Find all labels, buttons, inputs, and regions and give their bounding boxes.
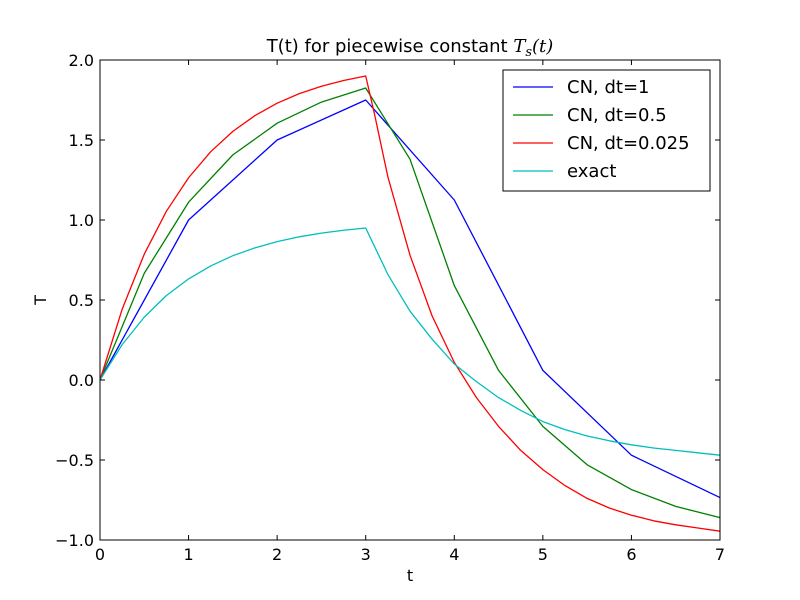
- y-tick-label: 1.5: [69, 131, 94, 150]
- y-tick-label: 2.0: [69, 51, 94, 70]
- y-tick-label: 0.5: [69, 291, 94, 310]
- title-math-base: T: [513, 36, 527, 57]
- legend-label-1: CN, dt=0.5: [567, 105, 667, 126]
- x-tick-label: 7: [715, 545, 725, 564]
- legend-label-0: CN, dt=1: [567, 77, 650, 98]
- x-axis-label: t: [407, 566, 413, 585]
- x-tick-label: 4: [449, 545, 459, 564]
- chart-title: T(t) for piecewise constant Ts(t): [266, 36, 554, 60]
- series-line-1: [99, 87, 721, 519]
- legend-label-2: CN, dt=0.025: [567, 133, 690, 154]
- y-tick-label: 1.0: [69, 211, 94, 230]
- title-math-sub: s: [525, 45, 532, 60]
- series-line-0: [99, 99, 721, 499]
- series-line-2: [99, 75, 721, 532]
- y-axis-label: T: [31, 295, 50, 306]
- title-text: T(t) for piecewise constant: [266, 36, 514, 57]
- x-tick-label: 6: [626, 545, 636, 564]
- legend-label-3: exact: [567, 161, 616, 182]
- series-line-3: [99, 227, 721, 456]
- ticks-layer: 0 1 2 3 4 5 6 7 −1.0 −0.5 0.0 0.5 1.0 1.5 2.0: [55, 51, 725, 564]
- x-tick-label: 3: [361, 545, 371, 564]
- series-layer: [99, 75, 721, 532]
- y-tick-label: −1.0: [55, 531, 94, 550]
- y-tick-label: −0.5: [55, 451, 94, 470]
- x-tick-label: 2: [272, 545, 282, 564]
- title-math-tail: (t): [532, 36, 553, 57]
- x-tick-label: 0: [95, 545, 105, 564]
- legend: CN, dt=1 CN, dt=0.5 CN, dt=0.025 exact: [502, 69, 711, 192]
- x-tick-label: 5: [538, 545, 548, 564]
- y-tick-label: 0.0: [69, 371, 94, 390]
- x-tick-label: 1: [183, 545, 193, 564]
